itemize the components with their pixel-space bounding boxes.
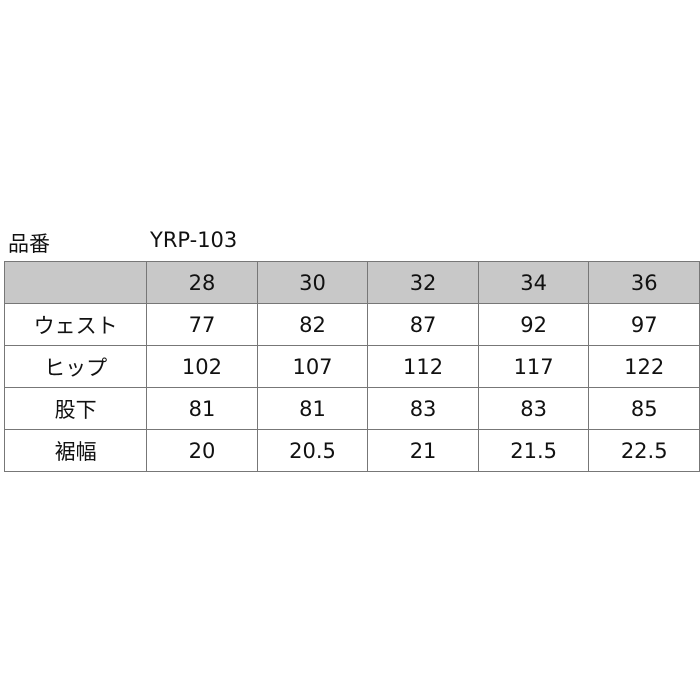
cell: 122 — [588, 345, 700, 388]
cell: 83 — [367, 387, 479, 430]
cell: 102 — [146, 345, 258, 388]
size-header: 36 — [588, 261, 700, 304]
header-row: 28 30 32 34 36 — [3, 261, 700, 304]
cell: 21 — [367, 429, 479, 472]
size-header: 34 — [477, 261, 590, 304]
size-header: 32 — [367, 261, 479, 304]
product-label: 品番 — [8, 232, 50, 256]
cell: 82 — [256, 303, 369, 346]
cell: 81 — [146, 387, 258, 430]
cell: 92 — [477, 303, 590, 346]
cell: 21.5 — [477, 429, 590, 472]
cell: 117 — [477, 345, 590, 388]
size-table: 28 30 32 34 36 ウェスト 77 82 87 92 97 ヒップ 102 107 112 117 1… — [3, 261, 700, 472]
cell: 112 — [367, 345, 479, 388]
size-header: 30 — [256, 261, 369, 304]
table-row: ウェスト 77 82 87 92 97 — [3, 303, 700, 346]
table-row: ヒップ 102 107 112 117 122 — [3, 345, 700, 388]
cell: 20 — [146, 429, 258, 472]
size-header: 28 — [146, 261, 258, 304]
row-label: ウェスト — [3, 303, 148, 346]
row-label: 股下 — [3, 387, 148, 430]
cell: 87 — [367, 303, 479, 346]
cell: 22.5 — [588, 429, 700, 472]
cell: 107 — [256, 345, 369, 388]
cell: 20.5 — [256, 429, 369, 472]
cell: 77 — [146, 303, 258, 346]
table-row: 股下 81 81 83 83 85 — [3, 387, 700, 430]
row-label: 裾幅 — [3, 429, 148, 472]
cell: 97 — [588, 303, 700, 346]
table-row: 裾幅 20 20.5 21 21.5 22.5 — [3, 429, 700, 472]
cell: 85 — [588, 387, 700, 430]
cell: 83 — [477, 387, 590, 430]
cell: 81 — [256, 387, 369, 430]
row-label: ヒップ — [3, 345, 148, 388]
corner-cell — [3, 261, 148, 304]
product-code: YRP-103 — [150, 228, 238, 252]
